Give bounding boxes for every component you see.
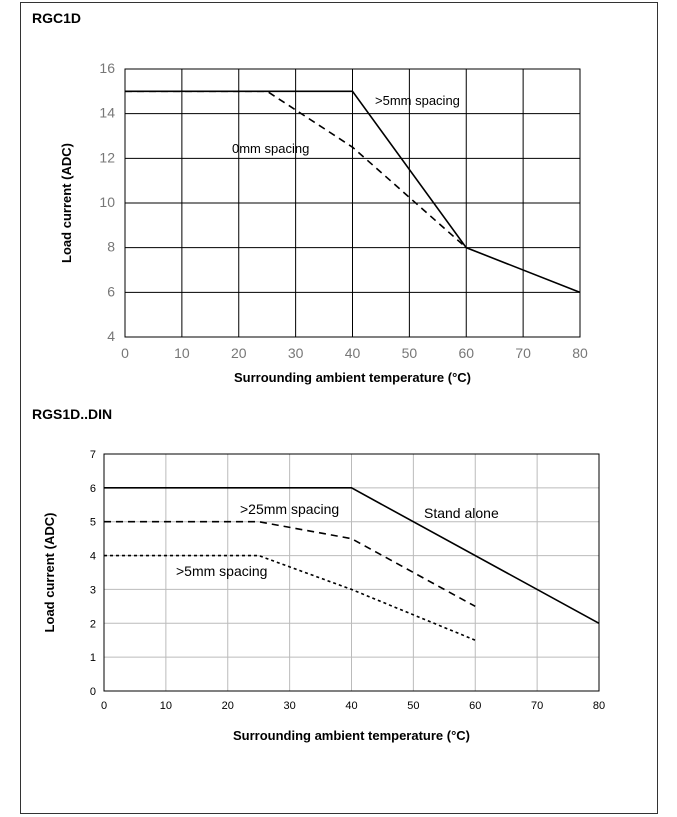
y-tick-label-rgc1d: 6: [107, 283, 115, 299]
x-tick-label-rgc1d: 40: [345, 345, 361, 361]
y-tick-label-rgs1d: 4: [90, 551, 96, 563]
x-tick-label-rgs1d: 80: [593, 700, 605, 712]
x-tick-label-rgc1d: 70: [515, 345, 531, 361]
figure-frame: [20, 2, 658, 814]
y-tick-label-rgs1d: 6: [90, 483, 96, 495]
series-line-rgs1d-2: [104, 554, 476, 641]
x-tick-label-rgs1d: 0: [101, 700, 107, 712]
series-label-rgs1d-0: Stand alone: [424, 505, 499, 521]
series-line-rgc1d-1: [125, 90, 467, 249]
series-label-rgs1d-1: >25mm spacing: [240, 501, 339, 517]
y-tick-label-rgs1d: 0: [90, 686, 96, 698]
y-axis-label-rgc1d: Load current (ADC): [59, 143, 74, 263]
x-tick-label-rgc1d: 10: [174, 345, 190, 361]
y-tick-label-rgs1d: 1: [90, 652, 96, 664]
x-tick-label-rgc1d: 20: [231, 345, 247, 361]
y-tick-label-rgs1d: 3: [90, 584, 96, 596]
y-tick-label-rgc1d: 16: [99, 60, 115, 76]
x-tick-label-rgs1d: 40: [345, 700, 357, 712]
y-tick-label-rgs1d: 7: [90, 449, 96, 461]
series-label-rgc1d-1: 0mm spacing: [232, 141, 309, 156]
x-tick-label-rgs1d: 50: [407, 700, 419, 712]
x-tick-label-rgs1d: 60: [469, 700, 481, 712]
y-tick-label-rgc1d: 10: [99, 194, 115, 210]
chart-title-rgc1d: RGC1D: [32, 10, 82, 26]
series-label-rgs1d-2: >5mm spacing: [176, 563, 267, 579]
x-tick-label-rgs1d: 30: [284, 700, 296, 712]
y-tick-label-rgc1d: 14: [99, 105, 115, 121]
x-tick-label-rgc1d: 0: [121, 345, 129, 361]
y-tick-label-rgc1d: 8: [107, 239, 115, 255]
x-tick-label-rgc1d: 30: [288, 345, 304, 361]
y-tick-label-rgs1d: 5: [90, 517, 96, 529]
y-tick-label-rgc1d: 12: [99, 149, 115, 165]
y-axis-label-rgs1d: Load current (ADC): [42, 513, 57, 633]
plot-area-rgs1d: [103, 453, 600, 692]
plot-area-rgc1d: [124, 68, 581, 338]
series-line-rgs1d-1: [104, 520, 476, 608]
x-tick-label-rgs1d: 70: [531, 700, 543, 712]
x-axis-label-rgc1d: Surrounding ambient temperature (°C): [234, 370, 471, 385]
x-tick-label-rgs1d: 10: [160, 700, 172, 712]
series-label-rgc1d-0: >5mm spacing: [375, 93, 460, 108]
chart-title-rgs1d-din: RGS1D..DIN: [32, 406, 113, 422]
x-tick-label-rgc1d: 80: [572, 345, 588, 361]
y-tick-label-rgs1d: 2: [90, 618, 96, 630]
x-tick-label-rgc1d: 50: [402, 345, 418, 361]
series-line-rgs1d-0: [104, 487, 600, 624]
x-tick-label-rgc1d: 60: [458, 345, 474, 361]
y-tick-label-rgc1d: 4: [107, 328, 115, 344]
x-axis-label-rgs1d: Surrounding ambient temperature (°C): [233, 728, 470, 743]
x-tick-label-rgs1d: 20: [222, 700, 234, 712]
